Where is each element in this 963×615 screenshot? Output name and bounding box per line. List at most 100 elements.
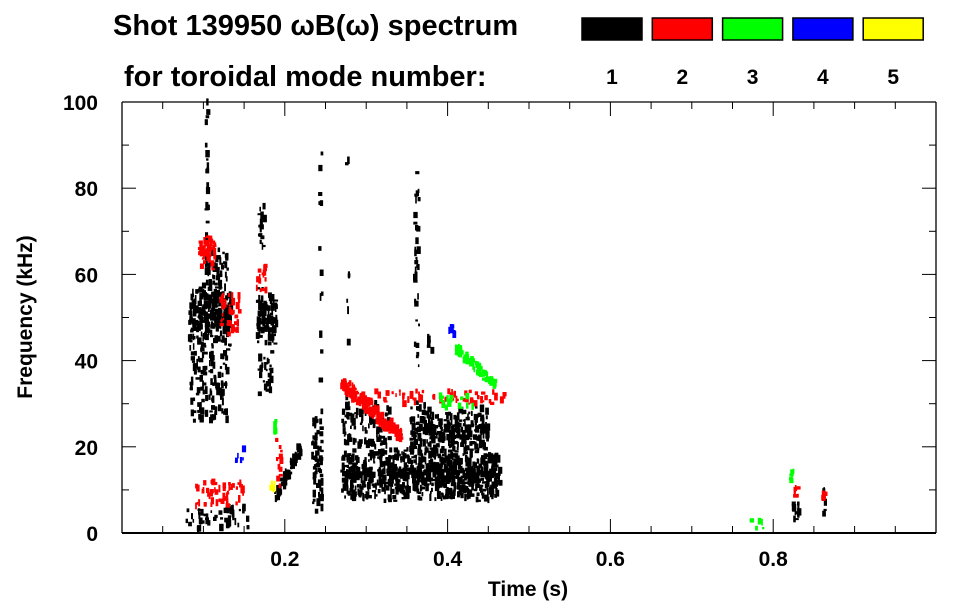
spectral-blob <box>341 408 346 415</box>
spectral-blob <box>471 478 475 486</box>
spectral-blob <box>199 293 204 300</box>
spectral-blob <box>256 287 261 290</box>
spectral-blob <box>473 462 477 469</box>
spectral-blob <box>215 308 219 314</box>
spectral-blob <box>413 221 418 225</box>
spectral-blob <box>453 434 458 438</box>
spectral-blob <box>413 423 416 431</box>
spectral-blob <box>227 317 231 321</box>
spectral-blob <box>488 452 492 460</box>
spectral-blob <box>421 426 423 432</box>
spectral-blob <box>212 275 216 280</box>
spectral-blob <box>469 448 472 451</box>
spectral-blob <box>292 459 297 467</box>
spectral-blob <box>207 308 210 312</box>
spectral-blob <box>486 377 490 383</box>
spectral-blob <box>410 441 414 449</box>
spectral-blob <box>208 279 212 285</box>
spectral-blob <box>225 503 230 508</box>
spectral-blob <box>217 247 221 253</box>
spectral-blob <box>490 401 495 405</box>
spectral-blob <box>457 491 460 498</box>
spectral-blob <box>268 327 273 333</box>
spectral-blob <box>319 484 322 492</box>
spectral-blob <box>403 474 407 482</box>
spectral-blob <box>403 492 407 500</box>
spectral-blob <box>442 453 445 457</box>
spectral-blob <box>416 351 420 357</box>
spectral-blob <box>206 182 210 189</box>
spectral-blob <box>474 441 477 446</box>
spectral-blob <box>269 315 273 318</box>
spectral-blob <box>263 356 266 360</box>
spectral-blob <box>461 484 466 488</box>
spectral-blob <box>246 525 250 530</box>
spectral-blob <box>265 327 269 330</box>
spectral-blob <box>484 462 489 469</box>
spectral-blob <box>458 422 462 428</box>
spectral-blob <box>274 305 277 312</box>
spectral-blob <box>204 240 209 244</box>
spectral-blob <box>411 424 415 431</box>
spectral-blob <box>318 446 321 451</box>
spectral-blob <box>210 334 214 338</box>
spectral-blob <box>461 406 463 409</box>
spectral-blob <box>467 489 470 494</box>
spectral-blob <box>203 513 206 517</box>
spectral-blob <box>431 478 435 482</box>
spectral-blob <box>227 515 231 521</box>
spectral-blob <box>472 358 475 363</box>
spectral-blob <box>381 487 386 492</box>
spectral-blob <box>494 472 499 479</box>
spectral-blob <box>225 366 230 375</box>
spectral-blob <box>218 273 221 281</box>
spectral-blob <box>203 311 208 318</box>
spectral-blob <box>192 288 194 296</box>
spectral-blob <box>193 410 197 414</box>
spectral-blob <box>466 456 469 460</box>
spectral-blob <box>222 292 225 299</box>
spectral-blob <box>489 453 494 460</box>
spectral-blob <box>211 405 216 410</box>
spectral-blob <box>227 525 231 528</box>
spectral-blob <box>222 483 226 492</box>
spectral-blob <box>401 497 405 500</box>
spectral-blob <box>401 451 403 455</box>
spectral-blob <box>237 309 242 314</box>
spectral-blob <box>202 380 204 389</box>
spectral-blob <box>382 475 387 479</box>
spectral-blob <box>420 453 424 457</box>
spectral-blob <box>257 340 260 344</box>
spectral-blob <box>264 277 267 282</box>
spectral-blob <box>443 485 448 489</box>
spectral-blob <box>213 268 215 271</box>
spectral-blob <box>416 426 421 433</box>
spectral-blob <box>791 475 793 481</box>
spectral-blob <box>457 345 461 350</box>
spectral-blob <box>343 434 346 437</box>
spectral-blob <box>210 359 214 367</box>
spectral-blob <box>211 291 216 298</box>
spectral-blob <box>215 275 220 281</box>
spectral-blob <box>457 457 462 465</box>
spectral-feature-mode-1 <box>255 287 279 346</box>
spectral-blob <box>214 294 220 299</box>
spectral-blob <box>464 486 469 493</box>
spectral-blob <box>444 455 449 462</box>
spectral-blob <box>281 478 284 482</box>
spectral-blob <box>320 408 324 415</box>
spectral-blob <box>259 273 261 282</box>
spectral-blob <box>376 405 380 413</box>
spectral-blob <box>476 478 480 485</box>
spectral-blob <box>228 483 231 491</box>
spectral-blob <box>427 465 432 468</box>
spectral-blob <box>468 411 471 415</box>
spectral-blob <box>367 495 372 499</box>
spectral-blob <box>208 294 212 302</box>
x-tick-label: 0.6 <box>596 548 625 571</box>
spectral-blob <box>229 321 232 326</box>
spectral-blob <box>484 395 487 400</box>
spectral-blob <box>449 324 454 331</box>
spectral-blob <box>220 353 224 360</box>
spectral-blob <box>225 381 227 389</box>
